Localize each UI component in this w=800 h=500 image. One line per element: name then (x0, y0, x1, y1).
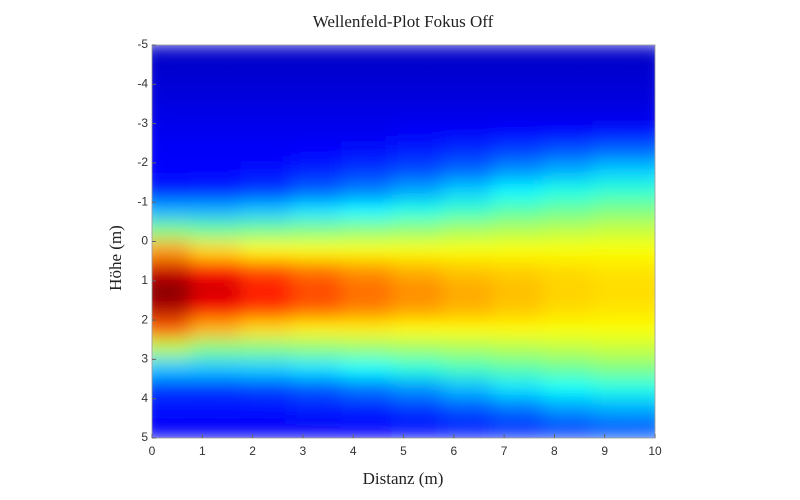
heat-cell (592, 397, 655, 420)
heat-cell (592, 83, 655, 105)
y-tick-label: 1 (141, 273, 148, 287)
heat-cell (592, 45, 655, 66)
y-tick-label: 3 (141, 352, 148, 366)
heat-cell (592, 240, 655, 263)
y-tick-label: -3 (137, 116, 148, 130)
x-tick-label: 8 (551, 444, 558, 458)
heat-cell (592, 122, 655, 145)
heat-cell (592, 161, 655, 184)
heat-cell (592, 142, 655, 164)
x-tick-label: 7 (501, 444, 508, 458)
heatmap (152, 45, 655, 438)
heat-cell (592, 338, 655, 361)
x-tick-label: 9 (601, 444, 608, 458)
heat-cell (592, 279, 655, 302)
heat-cell (592, 63, 655, 86)
x-tick-label: 2 (249, 444, 256, 458)
y-tick-label: 0 (141, 234, 148, 248)
x-tick-label: 6 (450, 444, 457, 458)
y-tick-label: -2 (137, 155, 148, 169)
heat-cell (592, 358, 655, 381)
y-tick-label: -1 (137, 194, 148, 208)
heat-cell (592, 378, 655, 400)
heat-cell (592, 102, 655, 125)
heat-cell (592, 220, 655, 243)
y-tick-label: 2 (141, 312, 148, 326)
x-tick-label: 5 (400, 444, 407, 458)
y-tick-label: 4 (141, 391, 148, 405)
heat-cell (592, 260, 655, 282)
x-tick-label: 0 (149, 444, 156, 458)
x-tick-label: 1 (199, 444, 206, 458)
y-axis-label: Höhe (m) (106, 225, 125, 291)
heat-cell (592, 417, 655, 438)
heat-cell (592, 299, 655, 322)
x-tick-label: 4 (350, 444, 357, 458)
heat-cell (592, 319, 655, 341)
y-tick-label: 5 (141, 430, 148, 444)
chart-title: Wellenfeld-Plot Fokus Off (313, 12, 494, 31)
heat-cell (592, 181, 655, 204)
y-tick-label: -5 (137, 37, 148, 51)
x-axis-label: Distanz (m) (363, 469, 444, 488)
x-tick-label: 10 (648, 444, 662, 458)
y-tick-label: -4 (137, 76, 148, 90)
heat-cell (592, 201, 655, 223)
x-tick-label: 3 (300, 444, 307, 458)
